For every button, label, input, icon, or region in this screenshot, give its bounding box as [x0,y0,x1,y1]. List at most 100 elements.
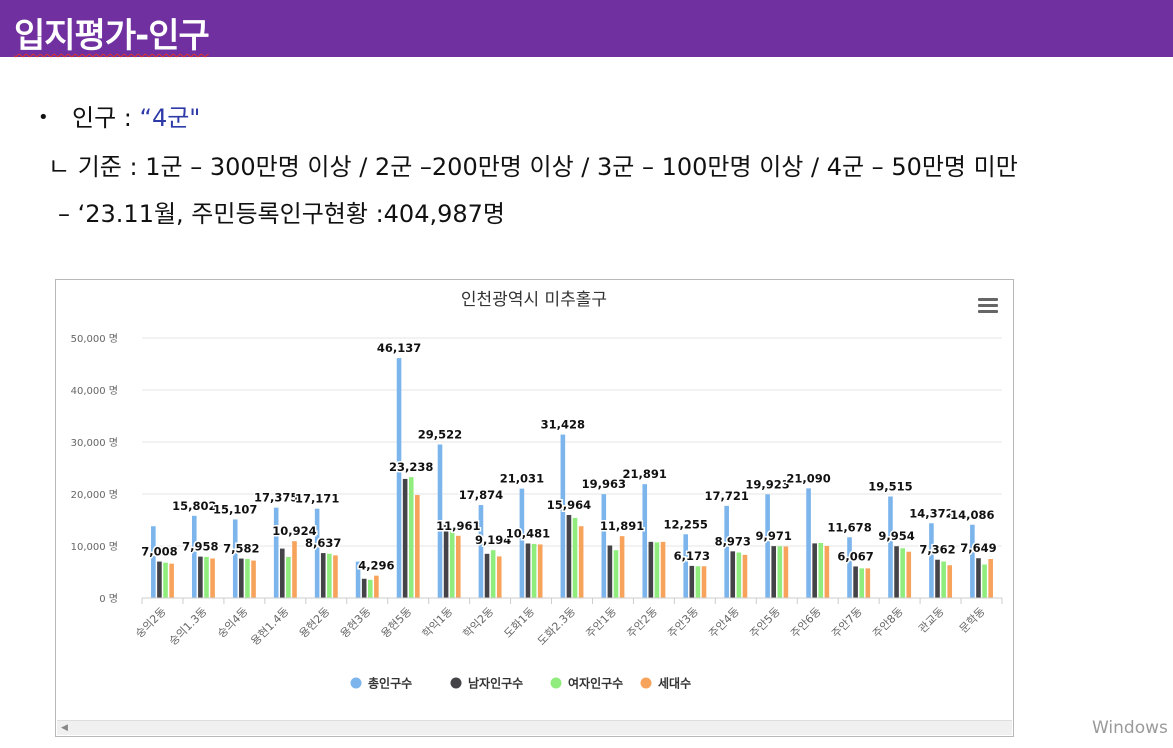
data-label: 19,923 [745,477,789,491]
bar-4 [824,546,830,598]
bar-2 [648,541,654,598]
data-label: 6,067 [837,549,873,563]
bar-1 [765,494,770,598]
bar-1 [642,484,648,598]
bar-1 [355,561,361,598]
bar-1 [724,505,729,598]
bar-2 [279,548,285,598]
x-tick-label: 주안6동 [788,605,824,641]
bar-1 [519,488,525,598]
bar-4 [292,541,297,598]
chart-menu-icon[interactable] [978,298,998,314]
bar-2 [566,514,572,598]
bar-2 [361,578,367,598]
bar-2 [689,565,695,598]
y-tick-label: 40,000 명 [71,385,118,397]
legend-marker-1 [350,677,362,689]
bar-2 [443,524,449,598]
bar-4 [906,551,912,598]
data-label: 29,522 [418,427,462,441]
legend-marker-2 [450,677,462,689]
data-label: 15,107 [213,502,257,516]
bar-3 [490,550,496,598]
legend-marker-3 [550,677,562,689]
data-label: 23,238 [389,460,433,474]
data-label: 7,649 [960,541,996,555]
bar-3 [449,528,455,598]
x-tick-label: 도화2.3동 [535,605,578,648]
x-tick-label: 주안5동 [747,605,783,641]
bar-1 [888,496,893,598]
bar-2 [239,558,244,598]
bar-3 [736,552,742,598]
bar-3 [654,542,660,598]
population-bullet: • 인구 : “4군" [38,98,200,133]
data-label: 21,031 [500,472,544,486]
data-label: 15,964 [547,498,591,512]
data-label: 19,963 [582,477,626,491]
bar-3 [859,568,865,598]
bar-4 [415,495,420,598]
bar-3 [572,517,578,598]
x-tick-label: 주안8동 [870,605,906,641]
data-label: 8,637 [305,536,341,550]
bar-1 [314,508,320,598]
legend-label: 여자인구수 [568,676,623,691]
horizontal-scrollbar[interactable]: ◀ [57,720,1012,735]
bar-2 [484,553,490,598]
bar-1 [560,434,566,598]
bar-3 [531,543,537,598]
bar-1 [273,507,279,598]
data-label: 15,802 [172,499,216,513]
bar-1 [970,524,975,598]
bar-2 [935,559,940,598]
data-label: 31,428 [541,418,585,432]
data-label: 8,973 [715,534,751,548]
bar-4 [251,560,256,598]
x-tick-label: 숭의4동 [215,605,251,641]
bar-1 [478,505,484,598]
bar-4 [496,556,502,598]
bar-3 [777,546,783,598]
bar-3 [695,566,701,598]
bar-3 [327,553,332,598]
population-count-text: – ‘23.11월, 주민등록인구현황 :404,987명 [58,200,505,228]
data-label: 9,194 [475,533,511,547]
x-tick-label: 주안7동 [829,605,865,641]
bar-3 [941,561,946,598]
x-tick-label: 주안1동 [583,605,619,641]
bar-4 [988,559,993,598]
bar-2 [853,566,858,598]
scroll-left-arrow-icon[interactable]: ◀ [61,723,68,733]
bar-1 [191,515,197,598]
data-label: 4,296 [358,559,394,573]
bullet-dot-icon: • [38,107,49,128]
data-label: 21,891 [623,467,667,481]
bar-4 [865,568,871,598]
bar-4 [701,566,707,598]
x-tick-label: 학익1동 [420,605,456,641]
data-label: 11,961 [436,519,480,533]
bar-3 [818,542,824,598]
bar-1 [601,494,607,598]
x-tick-label: 도화1동 [502,605,538,641]
data-label: 9,954 [878,529,914,543]
data-label: 19,515 [868,480,912,494]
data-label: 46,137 [377,341,421,355]
legend-marker-4 [640,677,652,689]
bar-3 [286,556,291,598]
data-label: 14,372 [909,506,953,520]
data-label: 11,678 [827,520,871,534]
chart-title: 인천광역시 미추홀구 [461,290,607,310]
bar-4 [742,554,748,598]
bar-2 [320,553,326,598]
legend-label: 남자인구수 [468,676,523,691]
x-tick-label: 숭의1.3동 [167,605,210,648]
bar-1 [929,523,934,598]
y-tick-label: 50,000 명 [71,333,118,345]
bar-2 [812,543,817,598]
bar-1 [437,444,443,598]
data-label: 14,086 [950,508,994,522]
x-tick-label: 관교동 [916,605,947,636]
bar-1 [847,537,852,598]
